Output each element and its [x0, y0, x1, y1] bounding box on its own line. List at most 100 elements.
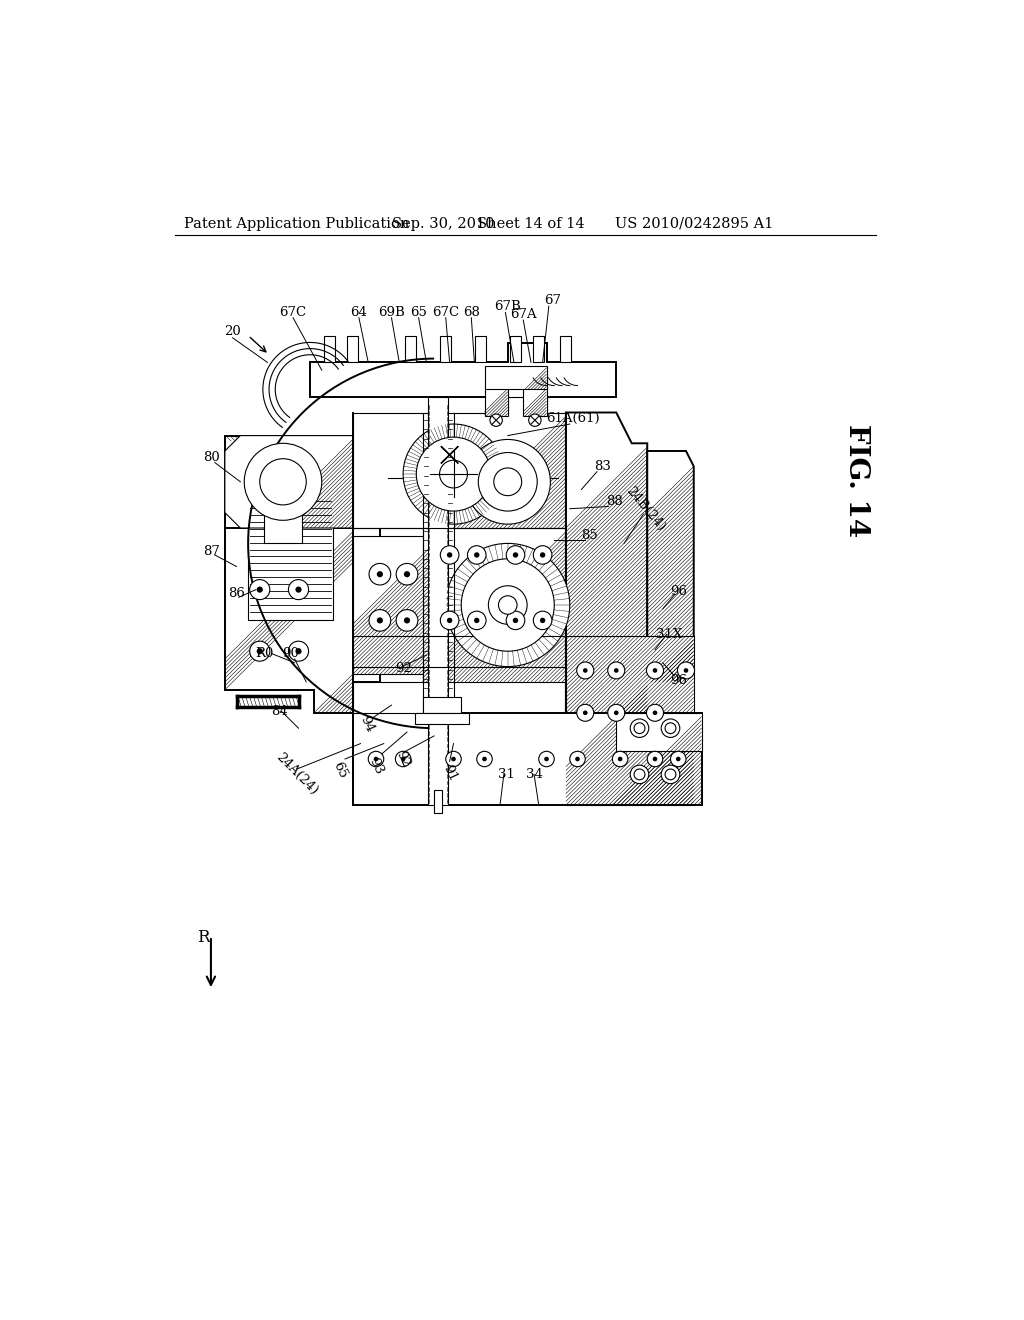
- Circle shape: [513, 618, 518, 623]
- Circle shape: [494, 469, 521, 496]
- Circle shape: [477, 751, 493, 767]
- Bar: [415, 713, 469, 725]
- Polygon shape: [566, 412, 647, 713]
- Bar: [616, 713, 701, 751]
- Bar: [406, 335, 417, 363]
- Text: 65: 65: [411, 306, 427, 319]
- Polygon shape: [428, 397, 449, 805]
- Circle shape: [534, 611, 552, 630]
- Bar: [475, 335, 486, 363]
- Circle shape: [607, 705, 625, 721]
- Circle shape: [634, 723, 645, 734]
- Circle shape: [506, 545, 524, 564]
- Circle shape: [646, 663, 664, 678]
- Circle shape: [289, 579, 308, 599]
- Circle shape: [467, 545, 486, 564]
- Circle shape: [534, 545, 552, 564]
- Text: 65: 65: [330, 760, 349, 781]
- Polygon shape: [566, 636, 693, 805]
- Bar: [534, 335, 544, 363]
- Circle shape: [461, 558, 554, 651]
- Circle shape: [245, 444, 322, 520]
- Circle shape: [506, 611, 524, 630]
- Text: 24B(24): 24B(24): [624, 484, 668, 533]
- Circle shape: [374, 756, 378, 762]
- Circle shape: [662, 766, 680, 784]
- Bar: [423, 697, 461, 713]
- Circle shape: [665, 723, 676, 734]
- Circle shape: [257, 586, 263, 593]
- Circle shape: [652, 710, 657, 715]
- Circle shape: [671, 751, 686, 767]
- Circle shape: [617, 756, 623, 762]
- Circle shape: [446, 618, 453, 623]
- Text: 68: 68: [463, 306, 480, 319]
- Text: FIG. 14: FIG. 14: [843, 424, 870, 537]
- Circle shape: [607, 663, 625, 678]
- Circle shape: [250, 579, 270, 599]
- Text: 85: 85: [581, 529, 597, 543]
- Circle shape: [630, 719, 649, 738]
- Text: 92: 92: [394, 661, 412, 675]
- Circle shape: [465, 440, 550, 524]
- Bar: [352, 536, 438, 675]
- Text: 83: 83: [594, 459, 610, 473]
- Circle shape: [612, 751, 628, 767]
- Text: 67B: 67B: [495, 300, 521, 313]
- Text: R0: R0: [255, 647, 273, 660]
- Bar: [263, 512, 302, 544]
- Bar: [352, 713, 701, 805]
- Circle shape: [630, 766, 649, 784]
- Circle shape: [395, 751, 411, 767]
- Circle shape: [662, 719, 680, 738]
- Circle shape: [403, 618, 410, 623]
- Circle shape: [377, 572, 383, 577]
- Text: 96: 96: [670, 585, 687, 598]
- Text: 84: 84: [270, 705, 288, 718]
- Circle shape: [440, 611, 459, 630]
- Circle shape: [467, 611, 486, 630]
- Text: 61A(61): 61A(61): [546, 412, 600, 425]
- Circle shape: [474, 552, 479, 557]
- Circle shape: [577, 663, 594, 678]
- Text: R: R: [197, 929, 210, 946]
- Circle shape: [417, 437, 490, 511]
- Circle shape: [369, 751, 384, 767]
- Circle shape: [446, 552, 453, 557]
- Circle shape: [439, 461, 467, 488]
- Circle shape: [539, 751, 554, 767]
- Text: 31: 31: [498, 768, 515, 781]
- Polygon shape: [647, 451, 693, 682]
- Text: 80: 80: [204, 450, 220, 463]
- Text: Sheet 14 of 14: Sheet 14 of 14: [477, 216, 585, 231]
- Circle shape: [528, 414, 541, 426]
- Circle shape: [474, 618, 479, 623]
- Circle shape: [544, 756, 549, 762]
- Circle shape: [569, 751, 586, 767]
- Bar: [225, 436, 380, 682]
- Text: 20: 20: [224, 325, 241, 338]
- Circle shape: [445, 751, 461, 767]
- Circle shape: [400, 756, 406, 762]
- Circle shape: [614, 710, 618, 715]
- Text: 87: 87: [203, 545, 220, 557]
- Circle shape: [513, 552, 518, 557]
- Text: 67A: 67A: [510, 308, 537, 321]
- Circle shape: [583, 668, 588, 673]
- Bar: [484, 367, 547, 389]
- Bar: [248, 498, 334, 620]
- Polygon shape: [310, 343, 616, 412]
- Polygon shape: [352, 397, 566, 528]
- Circle shape: [577, 705, 594, 721]
- Bar: [423, 528, 566, 682]
- Text: 86: 86: [228, 587, 245, 601]
- Bar: [347, 335, 358, 363]
- Circle shape: [647, 751, 663, 767]
- Text: Patent Application Publication: Patent Application Publication: [183, 216, 410, 231]
- Circle shape: [257, 648, 263, 655]
- Circle shape: [396, 564, 418, 585]
- Circle shape: [289, 642, 308, 661]
- Circle shape: [377, 618, 383, 623]
- Circle shape: [403, 424, 504, 524]
- Circle shape: [489, 414, 503, 426]
